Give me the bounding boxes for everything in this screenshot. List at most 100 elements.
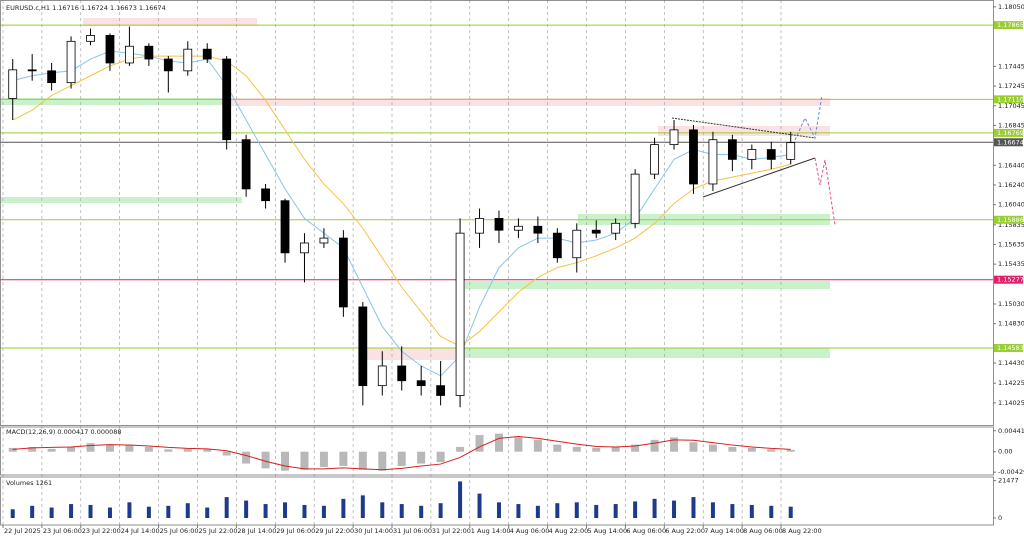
x-tick-label: 30 Jul 14:00 bbox=[354, 527, 393, 535]
zone bbox=[658, 126, 830, 136]
macd-bar bbox=[631, 444, 640, 452]
volume-bar bbox=[341, 498, 346, 518]
candle-body bbox=[786, 142, 796, 160]
frame bbox=[0, 0, 994, 526]
candle-body bbox=[163, 58, 173, 72]
volume-bar bbox=[49, 507, 54, 518]
level-label: 1.15277 bbox=[997, 276, 1024, 284]
volume-bar bbox=[458, 481, 463, 518]
macd-bar bbox=[105, 444, 114, 452]
level-label: 1.15886 bbox=[997, 216, 1024, 224]
macd-bar bbox=[572, 446, 581, 452]
y-tick-label: 1.18050 bbox=[998, 3, 1024, 11]
macd-bar bbox=[8, 447, 17, 452]
volume-bar bbox=[769, 505, 774, 518]
trend-line bbox=[702, 157, 816, 198]
candle-body bbox=[766, 149, 776, 160]
candle-body bbox=[669, 129, 679, 146]
macd-bar bbox=[261, 451, 270, 469]
y-tick-label: 21477 bbox=[998, 477, 1019, 485]
projection-down bbox=[814, 157, 836, 226]
zone bbox=[222, 98, 830, 106]
candle-body bbox=[650, 144, 659, 175]
macd-bar bbox=[86, 443, 95, 452]
moving-average bbox=[12, 55, 791, 347]
drawings bbox=[671, 94, 836, 226]
macd-bar bbox=[358, 451, 367, 470]
chart-title: EURUSD.c,H1 1.16716 1.16724 1.16673 1.16… bbox=[6, 4, 166, 12]
macd-bar bbox=[203, 449, 212, 452]
volume-title: Volumes 1261 bbox=[6, 479, 52, 487]
macd-bar bbox=[767, 449, 776, 452]
volume-bar bbox=[438, 503, 443, 518]
macd-bar bbox=[670, 437, 679, 452]
macd-bar bbox=[164, 449, 173, 452]
level-label-box bbox=[994, 128, 1023, 137]
level-label-box bbox=[994, 21, 1023, 30]
volume-bar bbox=[360, 495, 365, 518]
candle-body bbox=[708, 139, 718, 185]
candle-body bbox=[66, 40, 76, 84]
candle-body bbox=[261, 188, 270, 202]
volume-bar bbox=[555, 503, 560, 518]
y-tick-label: 1.17445 bbox=[998, 62, 1024, 70]
volume-panel bbox=[0, 476, 994, 526]
y-tick-label: 0 bbox=[998, 514, 1002, 522]
volume-bar bbox=[185, 503, 190, 518]
x-tick-label: 5 Aug 14:00 bbox=[588, 527, 628, 535]
macd-bar bbox=[222, 451, 231, 456]
y-tick-label: 1.17245 bbox=[998, 82, 1024, 90]
macd-bar bbox=[494, 433, 503, 452]
candle-body bbox=[611, 222, 621, 234]
volume-bar bbox=[380, 502, 385, 518]
x-tick-label: 4 Aug 06:00 bbox=[510, 527, 550, 535]
candle-body bbox=[591, 229, 601, 234]
x-tick-label: 29 Jul 22:00 bbox=[315, 527, 354, 535]
x-tick-label: 25 Jul 22:00 bbox=[199, 527, 238, 535]
candle-body bbox=[319, 237, 329, 244]
y-tick-label: 1.14430 bbox=[998, 359, 1024, 367]
x-tick-label: 23 Jul 06:00 bbox=[43, 527, 82, 535]
volume-bar bbox=[730, 504, 735, 518]
volume-bar bbox=[69, 504, 74, 518]
candle-body bbox=[105, 35, 115, 64]
volume-bar bbox=[107, 507, 112, 518]
volume-bar bbox=[399, 504, 404, 518]
macd-bar bbox=[125, 445, 134, 452]
x-tick-label: 31 Jul 22:00 bbox=[432, 527, 471, 535]
macd-bar bbox=[183, 448, 192, 452]
y-tick-label: 1.15030 bbox=[998, 300, 1024, 308]
x-tick-label: 8 Aug 22:00 bbox=[782, 527, 822, 535]
candle-body bbox=[377, 365, 387, 387]
volume-bar bbox=[244, 500, 249, 518]
macd-bar bbox=[533, 439, 542, 452]
y-tick-label: 1.16845 bbox=[998, 121, 1024, 129]
macd-bar bbox=[67, 446, 76, 452]
candle-body bbox=[358, 306, 368, 387]
y-tick-label: 1.15435 bbox=[998, 260, 1024, 268]
macd-bar bbox=[592, 447, 601, 452]
macd-bar bbox=[786, 449, 795, 452]
x-tick-label: 7 Aug 14:00 bbox=[704, 527, 744, 535]
level-label: 1.17110 bbox=[997, 95, 1024, 103]
volume-bar bbox=[224, 497, 229, 518]
macd-bar bbox=[514, 437, 523, 452]
main-panel bbox=[0, 0, 994, 426]
volume-bar bbox=[594, 504, 599, 518]
level-label-box bbox=[994, 343, 1023, 352]
macd-bar bbox=[397, 451, 406, 466]
volume-bar bbox=[749, 504, 754, 518]
candle-body bbox=[747, 149, 757, 160]
candle-body bbox=[689, 129, 698, 185]
level-label: 1.16674 bbox=[997, 138, 1024, 146]
level-label-box bbox=[994, 138, 1023, 147]
macd-signal bbox=[12, 436, 791, 471]
y-tick-label: 1.16440 bbox=[998, 161, 1024, 169]
candle-body bbox=[514, 225, 523, 231]
projection-up bbox=[794, 94, 823, 141]
macd-bar bbox=[417, 451, 426, 464]
candle-body bbox=[416, 380, 426, 387]
y-tick-label: 1.14830 bbox=[998, 320, 1024, 328]
